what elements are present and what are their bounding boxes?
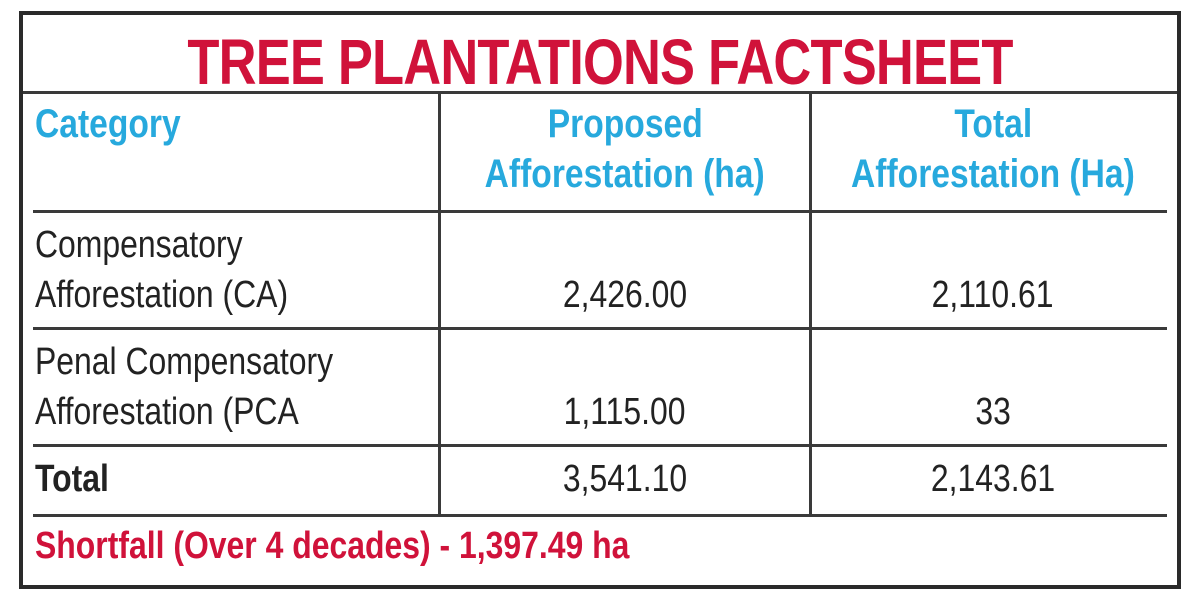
shortfall-text: Shortfall (Over 4 decades) - 1,397.49 ha <box>35 525 630 567</box>
divider <box>33 444 1167 447</box>
value-text: 33 <box>975 391 1011 433</box>
value-text: 2,143.61 <box>930 458 1056 500</box>
table-row-pca-total: 33 <box>812 387 1174 437</box>
table-row-ca-total: 2,110.61 <box>812 270 1174 320</box>
column-header-category: Category <box>35 99 435 149</box>
divider <box>33 514 1167 517</box>
divider <box>33 210 1167 213</box>
table-row-ca-category: Compensatory Afforestation (CA) <box>35 220 435 320</box>
column-header-total: Total Afforestation (Ha) <box>812 99 1174 199</box>
table-row-total-total: 2,143.61 <box>812 454 1174 504</box>
divider <box>809 94 812 514</box>
divider <box>438 94 441 514</box>
header-text: Category <box>35 102 181 146</box>
factsheet-title: TREE PLANTATIONS FACTSHEET <box>187 26 1013 98</box>
value-text: 1,115.00 <box>564 391 686 433</box>
shortfall-note: Shortfall (Over 4 decades) - 1,397.49 ha <box>35 521 1165 571</box>
header-text: Total <box>954 102 1032 146</box>
value-text: 3,541.10 <box>562 458 688 500</box>
table-row-total-category: Total <box>35 454 435 504</box>
header-text: Proposed <box>547 102 703 146</box>
divider <box>23 91 1177 94</box>
table-row-total-proposed: 3,541.10 <box>441 454 809 504</box>
category-text: Total <box>35 458 109 500</box>
value-text: 2,110.61 <box>932 274 1054 316</box>
category-text: Penal Compensatory <box>35 341 334 383</box>
table-row-ca-proposed: 2,426.00 <box>441 270 809 320</box>
category-text: Afforestation (PCA <box>35 391 299 433</box>
category-text: Compensatory <box>35 224 243 266</box>
value-text: 2,426.00 <box>562 274 688 316</box>
header-text: Afforestation (Ha) <box>851 152 1135 196</box>
column-header-proposed: Proposed Afforestation (ha) <box>441 99 809 199</box>
header-text: Afforestation (ha) <box>484 152 765 196</box>
table-row-pca-category: Penal Compensatory Afforestation (PCA <box>35 337 435 437</box>
table-row-pca-proposed: 1,115.00 <box>441 387 809 437</box>
factsheet-table: TREE PLANTATIONS FACTSHEET Category Prop… <box>19 11 1181 589</box>
category-text: Afforestation (CA) <box>35 274 289 316</box>
divider <box>33 327 1167 330</box>
